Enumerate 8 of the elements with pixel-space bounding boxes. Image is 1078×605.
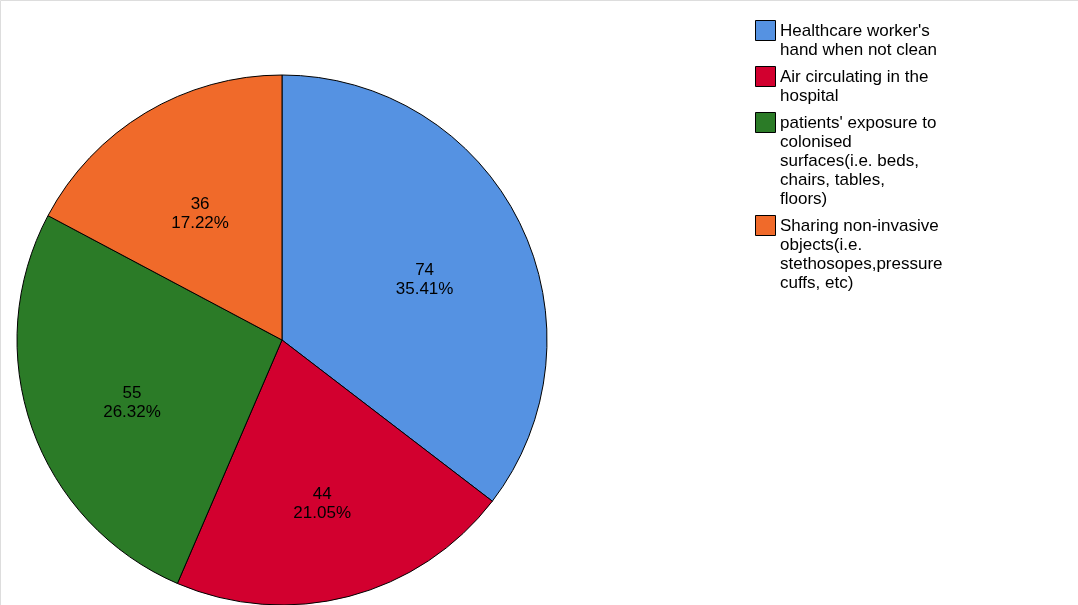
data-label: 36 17.22% bbox=[171, 193, 229, 232]
legend-label: Air circulating in the hospital bbox=[780, 66, 929, 105]
legend-label: Sharing non-invasive objects(i.e. stethosopes,pressure cuffs, etc) bbox=[780, 215, 943, 292]
data-label: 44 21.05% bbox=[293, 483, 352, 522]
data-label: 55 26.32% bbox=[103, 382, 161, 421]
legend-label: patients' exposure to colonised surfaces(i.e. beds, chairs, tables, floors) bbox=[780, 112, 937, 208]
data-label: 74 35.41% bbox=[395, 259, 454, 298]
legend-label: Healthcare worker's hand when not clean bbox=[780, 20, 937, 59]
